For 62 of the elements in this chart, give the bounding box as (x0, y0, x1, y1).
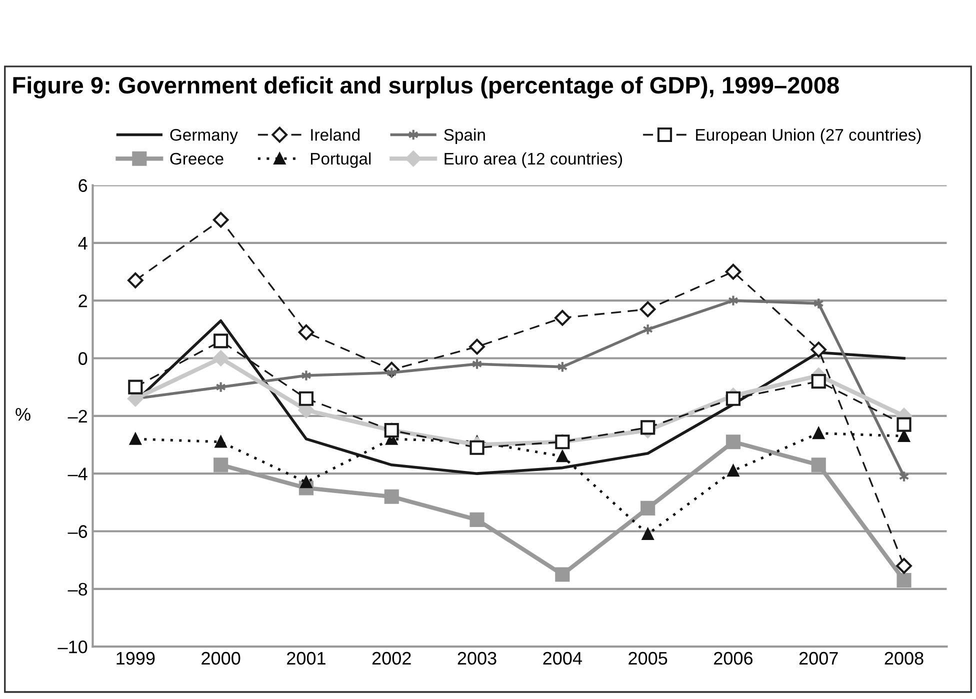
point (556, 450, 568, 462)
point (810, 342, 827, 358)
point (896, 558, 912, 574)
point (212, 212, 229, 228)
point (128, 272, 144, 288)
x-tick-label: 2004 (543, 652, 582, 665)
y-tick-label: –4 (68, 468, 88, 480)
point (470, 440, 484, 455)
point (384, 489, 399, 504)
x-tick-label: 2000 (202, 652, 240, 665)
point (640, 301, 656, 318)
point (214, 458, 228, 472)
chart-title: Figure 9: Government deficit and surplus (percentage of GDP), 1999–2008 (13, 76, 839, 98)
point (214, 334, 228, 348)
y-tick-label: 4 (78, 237, 88, 250)
legend-label: European Union (27 countries) (696, 128, 921, 144)
point (896, 417, 912, 432)
y-tick-label: 2 (78, 294, 87, 308)
point (726, 391, 741, 406)
point (300, 476, 312, 488)
legend-label: Ireland (311, 128, 360, 141)
y-axis-title: % (16, 408, 30, 421)
point (727, 464, 740, 477)
legend-label: Germany (170, 128, 238, 144)
legend-label: Euro area (12 countries) (444, 152, 622, 168)
legend-label: Portugal (310, 152, 371, 168)
x-tick-label: 2005 (628, 652, 668, 665)
point (898, 430, 910, 442)
point (640, 500, 656, 516)
x-tick-label: 2008 (884, 652, 924, 665)
point (128, 380, 143, 394)
x-tick-label: 1999 (116, 652, 155, 665)
x-tick-label: 2003 (458, 652, 496, 665)
point (214, 436, 227, 448)
point (726, 434, 741, 450)
point (470, 512, 484, 527)
point (212, 350, 229, 366)
x-tick-label: 2002 (372, 652, 411, 665)
point (642, 528, 654, 540)
point (896, 572, 912, 588)
point (812, 427, 825, 440)
x-tick-label: 2006 (714, 652, 753, 665)
point (554, 310, 570, 326)
point (640, 420, 656, 435)
point (469, 338, 485, 355)
point (811, 374, 826, 389)
point (725, 264, 742, 280)
y-tick-label: 6 (78, 179, 88, 192)
y-tick-label: –6 (68, 525, 88, 538)
legend-label: Spain (444, 128, 485, 144)
point (298, 391, 314, 406)
y-tick-label: –10 (58, 640, 88, 654)
point (130, 433, 142, 445)
x-tick-label: 2001 (287, 652, 326, 665)
point (555, 567, 570, 582)
legend-label: Greece (170, 152, 224, 165)
y-tick-label: –2 (68, 410, 87, 422)
y-tick-label: 0 (78, 352, 88, 365)
x-tick-label: 2007 (799, 652, 838, 665)
point (811, 458, 826, 472)
point (298, 324, 314, 340)
y-tick-label: –8 (68, 582, 88, 596)
